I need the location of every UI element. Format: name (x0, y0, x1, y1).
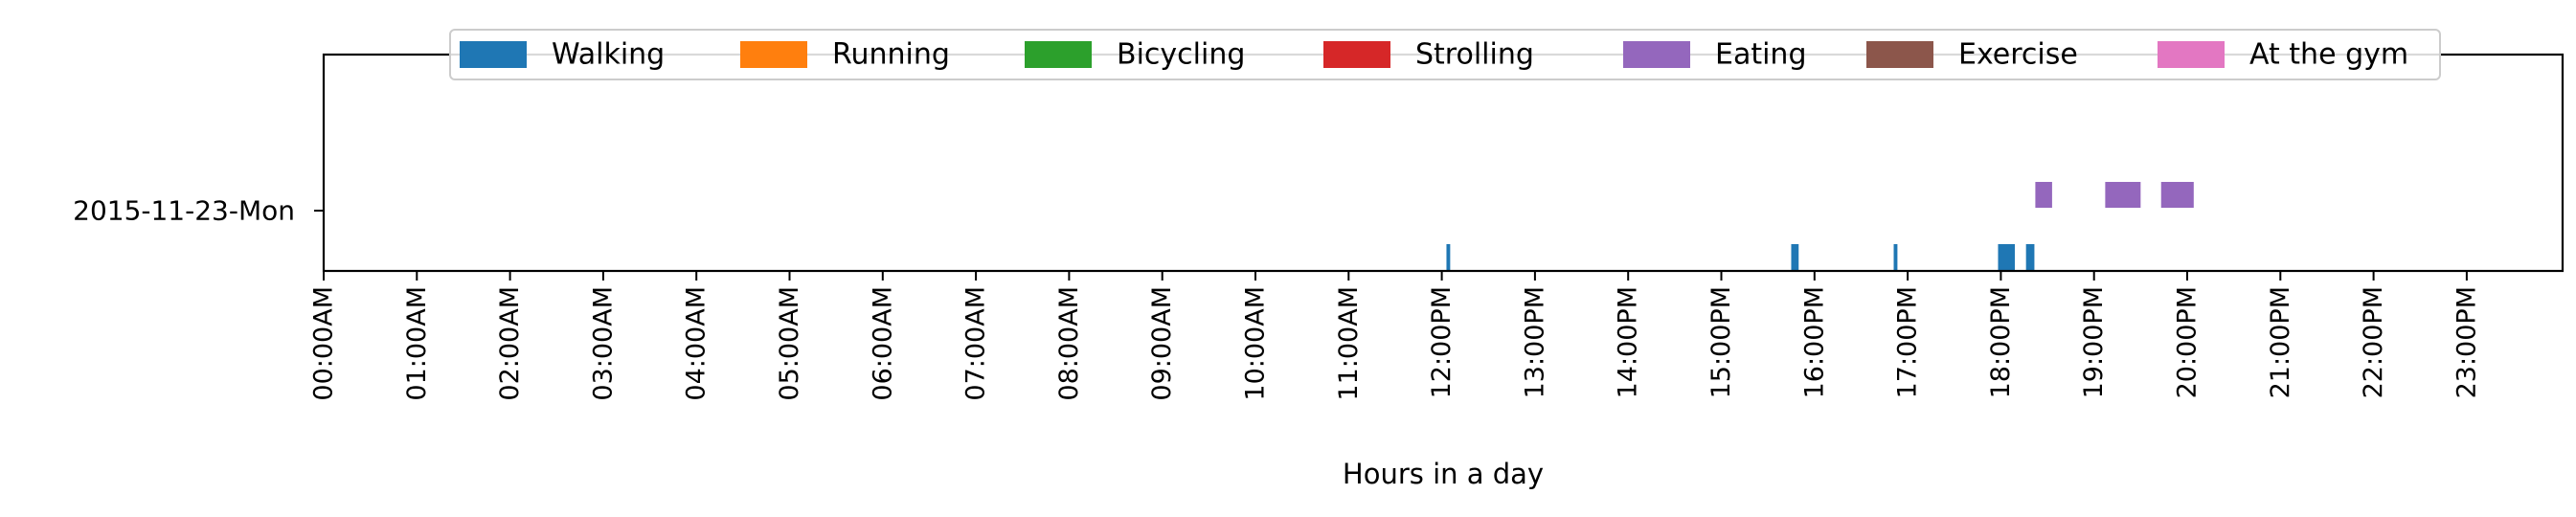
bar-eating-3 (2160, 182, 2194, 208)
legend-label-strolling: Strolling (1415, 38, 1534, 72)
x-tick-label: 01:00AM (402, 286, 432, 401)
legend-box (449, 29, 2441, 80)
x-tick-label: 02:00AM (495, 286, 525, 401)
x-tick-label: 06:00AM (868, 286, 897, 401)
x-axis-label: Hours in a day (1343, 458, 1544, 490)
x-tick-label: 15:00PM (1706, 286, 1736, 398)
legend: Walking Running Bicycling Strolling Eating Ex… (449, 29, 2441, 80)
legend-swatch-at-the-gym (2158, 41, 2225, 68)
x-tick-label: 08:00AM (1054, 286, 1084, 401)
legend-swatch-strolling (1323, 41, 1390, 68)
x-tick-label: 23:00PM (2452, 286, 2481, 398)
x-tick-label: 04:00AM (682, 286, 712, 401)
bar-walking-4 (1998, 244, 2015, 270)
legend-label-at-the-gym: At the gym (2249, 38, 2408, 72)
legend-swatch-eating (1623, 41, 1690, 68)
x-axis: 00:00AM 01:00AM 02:00AM 03:00AM 04:00AM 05:00… (309, 271, 2481, 401)
legend-swatch-bicycling (1025, 41, 1092, 68)
legend-swatch-walking (460, 41, 527, 68)
x-tick-label: 16:00PM (1799, 286, 1829, 398)
y-axis: 2015-11-23-Mon (73, 195, 324, 227)
bar-walking-3 (1893, 244, 1898, 270)
x-tick-label: 09:00AM (1147, 286, 1177, 401)
x-tick-label: 22:00PM (2359, 286, 2388, 398)
legend-swatch-running (740, 41, 807, 68)
x-tick-label: 19:00PM (2079, 286, 2109, 398)
x-tick-label: 20:00PM (2173, 286, 2203, 398)
x-tick-label: 17:00PM (1893, 286, 1923, 398)
bar-walking-1 (1446, 244, 1451, 270)
x-tick-label: 05:00AM (775, 286, 804, 401)
x-tick-label: 10:00AM (1241, 286, 1271, 401)
x-tick-label: 11:00AM (1334, 286, 1364, 401)
legend-label-running: Running (832, 38, 950, 72)
x-tick-label: 13:00PM (1520, 286, 1549, 398)
x-tick-label: 12:00PM (1427, 286, 1457, 398)
legend-label-exercise: Exercise (1958, 38, 2078, 72)
x-tick-label: 07:00AM (961, 286, 991, 401)
x-tick-label: 03:00AM (588, 286, 618, 401)
bar-walking-5 (2025, 244, 2035, 270)
x-tick-label: 18:00PM (1986, 286, 2016, 398)
x-tick-label: 21:00PM (2266, 286, 2295, 398)
bar-eating-2 (2105, 182, 2141, 208)
bar-walking-2 (1791, 244, 1799, 270)
legend-swatch-exercise (1866, 41, 1933, 68)
y-tick-label: 2015-11-23-Mon (73, 195, 295, 227)
legend-label-eating: Eating (1715, 38, 1807, 72)
bar-eating-1 (2035, 182, 2052, 208)
x-tick-label: 14:00PM (1614, 286, 1643, 398)
legend-label-walking: Walking (552, 38, 665, 72)
legend-label-bicycling: Bicycling (1117, 38, 1245, 72)
activity-bars (1446, 182, 2194, 270)
plot-frame (322, 53, 2565, 273)
x-tick-label: 00:00AM (309, 286, 339, 401)
